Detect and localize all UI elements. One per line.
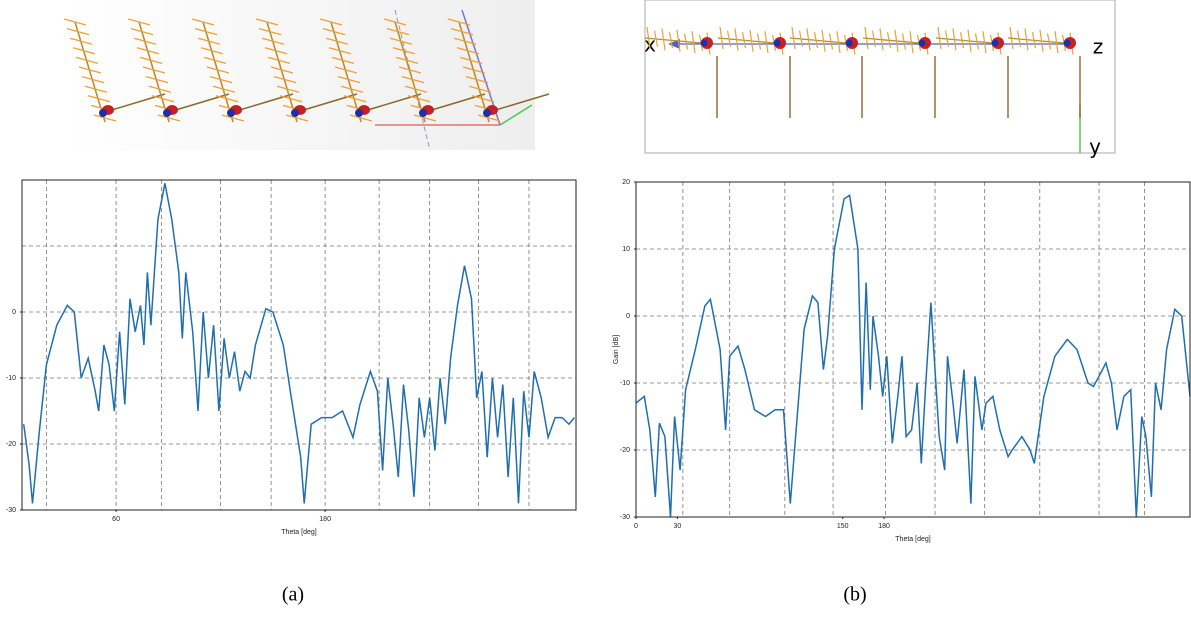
feed-point bbox=[227, 109, 235, 117]
x-tick-label: 60 bbox=[112, 516, 120, 523]
feed-point bbox=[419, 109, 427, 117]
feed-point bbox=[1064, 40, 1071, 47]
axis-name: y bbox=[1089, 135, 1101, 159]
y-tick-label: 0 bbox=[12, 309, 16, 316]
feed-point bbox=[846, 40, 853, 47]
x-tick-label: 0 bbox=[634, 523, 638, 530]
plot-area bbox=[636, 182, 1190, 517]
feed-point bbox=[701, 40, 708, 47]
illustration-frame bbox=[645, 0, 1115, 153]
x-tick-label: 180 bbox=[878, 523, 890, 530]
axis-name: z bbox=[1093, 35, 1104, 59]
illustration-background bbox=[60, 0, 535, 150]
axis-name: x bbox=[644, 33, 656, 57]
y-tick-label: -30 bbox=[6, 507, 16, 514]
figure: x z y (a) (b) -30-20-10060180Theta [deg]… bbox=[0, 0, 1191, 613]
feed-point bbox=[99, 109, 107, 117]
x-tick-label: 180 bbox=[319, 516, 331, 523]
x-tick-label: 30 bbox=[673, 523, 681, 530]
chart: -30 -20 -10 0 10 20 0 30 150 180 Theta [deg] Gain [… bbox=[613, 179, 1190, 543]
y-tick-label: -20 bbox=[6, 441, 16, 448]
antenna-array-a bbox=[60, 0, 549, 150]
plot-area bbox=[22, 180, 576, 510]
feed-point bbox=[483, 109, 491, 117]
x-axis-label: Theta [deg] bbox=[281, 529, 316, 536]
x-tick-label: 150 bbox=[837, 523, 849, 530]
y-tick-label: -20 bbox=[620, 447, 630, 454]
feed-point bbox=[163, 109, 171, 117]
feed-point bbox=[355, 109, 363, 117]
antenna-array-b: x z y bbox=[644, 0, 1115, 159]
feed-point bbox=[919, 40, 926, 47]
x-axis-label: Theta [deg] bbox=[895, 536, 930, 543]
y-tick-label: 0 bbox=[626, 313, 630, 320]
y-tick-label: 10 bbox=[622, 246, 630, 253]
y-tick-label: -10 bbox=[620, 380, 630, 387]
y-tick-label: -10 bbox=[6, 375, 16, 382]
feed-point bbox=[291, 109, 299, 117]
caption: (a) bbox=[282, 584, 304, 606]
feed-point bbox=[774, 40, 781, 47]
y-axis-label: Gain [dB] bbox=[613, 335, 620, 364]
y-tick-label: 20 bbox=[622, 179, 630, 186]
feed-point bbox=[992, 40, 999, 47]
y-tick-label: -30 bbox=[620, 514, 630, 521]
caption: (b) bbox=[843, 584, 866, 606]
